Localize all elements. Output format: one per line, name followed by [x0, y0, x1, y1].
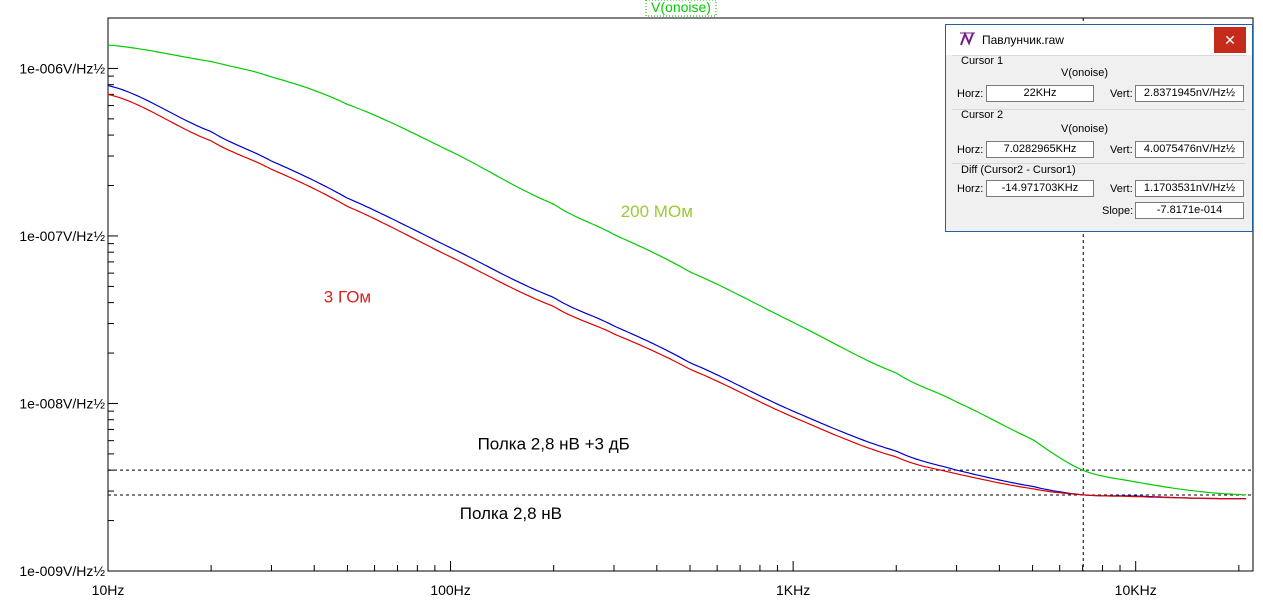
cursor1-vert-field[interactable]: 2.8371945nV/Hz½	[1135, 85, 1244, 102]
series-line-2	[107, 93, 1247, 500]
cursor1-heading: Cursor 1	[961, 55, 1004, 67]
cursor1-horz-field[interactable]: 22KHz	[986, 85, 1094, 102]
x-tick-label: 1KHz	[776, 582, 810, 598]
cursor2-vert-label: Vert:	[1110, 144, 1133, 156]
diff-horz-field[interactable]: -14.971703KHz	[986, 180, 1094, 197]
cursor2-horz-label: Horz:	[957, 144, 984, 156]
cursor2-vert-field[interactable]: 4.0075476nV/Hz½	[1135, 141, 1244, 158]
close-button[interactable]: ✕	[1214, 27, 1246, 53]
y-tick-label: 1e-007V/Hz½	[19, 228, 105, 244]
trace-title: V(onoise)	[651, 0, 711, 15]
annotation-label: Полка 2,8 нВ +3 дБ	[478, 435, 630, 454]
diff-horz-label: Horz:	[957, 183, 984, 195]
y-tick-label: 1e-006V/Hz½	[19, 60, 105, 76]
diff-slope-field[interactable]: -7.8171e-014	[1135, 202, 1244, 219]
cursor1-horz-label: Horz:	[957, 88, 984, 100]
plot-border	[107, 17, 1254, 572]
plot-frame	[107, 17, 1254, 572]
trace-title-box	[645, 0, 717, 17]
cursor-window-titlebar[interactable]: Павлунчик.raw ✕	[946, 25, 1252, 55]
series-line-0	[107, 44, 1247, 496]
close-icon: ✕	[1224, 32, 1236, 48]
x-tick-label: 10KHz	[1115, 582, 1157, 598]
cursor-window[interactable]: Павлунчик.raw ✕ Cursor 1 V(onoise) Horz:…	[945, 24, 1253, 232]
cursor2-heading: Cursor 2	[961, 109, 1004, 121]
diff-vert-label: Vert:	[1110, 183, 1133, 195]
diff-slope-label: Slope:	[1102, 205, 1134, 217]
diff-heading: Diff (Cursor2 - Cursor1)	[961, 164, 1076, 176]
waveform-app-icon	[960, 31, 975, 46]
cursor1-trace: V(onoise)	[1061, 67, 1109, 79]
y-tick-label: 1e-009V/Hz½	[19, 563, 105, 579]
cursor2-trace: V(onoise)	[1061, 123, 1109, 135]
diff-vert-field[interactable]: 1.1703531nV/Hz½	[1135, 180, 1244, 197]
annotation-label: 3 ГОм	[324, 288, 371, 307]
series-line-1	[107, 85, 1247, 500]
cursor-window-title: Павлунчик.raw	[982, 33, 1064, 47]
annotation-label: Полка 2,8 нВ	[460, 504, 562, 523]
cursor1-vert-label: Vert:	[1110, 88, 1133, 100]
annotation-label: 200 МОм	[621, 202, 693, 221]
cursor1-group	[952, 55, 1246, 110]
x-tick-label: 100Hz	[430, 582, 470, 598]
y-tick-label: 1e-008V/Hz½	[19, 395, 105, 411]
x-tick-label: 10Hz	[92, 582, 125, 598]
diff-group	[952, 163, 1246, 226]
cursor2-horz-field[interactable]: 7.0282965KHz	[986, 141, 1094, 158]
cursor2-group	[952, 109, 1246, 164]
